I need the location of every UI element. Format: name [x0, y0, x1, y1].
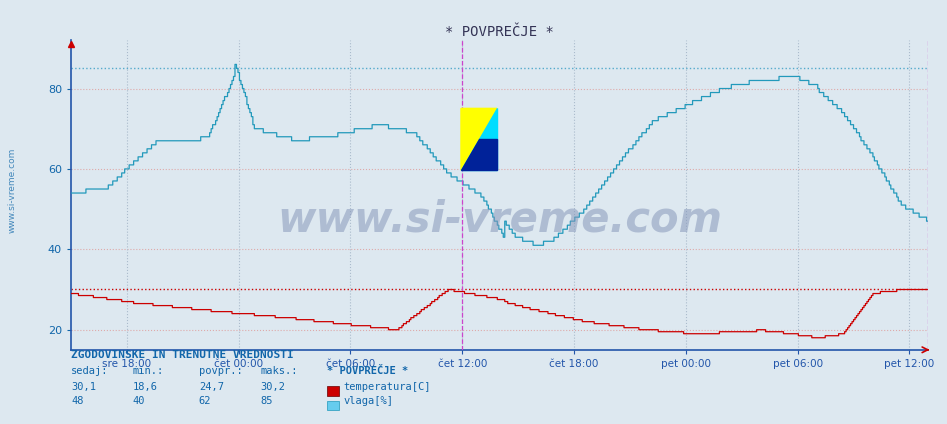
Text: 85: 85	[260, 396, 273, 406]
Text: sedaj:: sedaj:	[71, 366, 109, 377]
Polygon shape	[461, 109, 497, 170]
Text: 30,1: 30,1	[71, 382, 96, 392]
Title: * POVPREČJE *: * POVPREČJE *	[445, 25, 554, 39]
Text: 40: 40	[133, 396, 145, 406]
Text: 18,6: 18,6	[133, 382, 157, 392]
Text: * POVPREČJE *: * POVPREČJE *	[327, 366, 408, 377]
Text: temperatura[C]: temperatura[C]	[344, 382, 431, 392]
Polygon shape	[461, 109, 497, 170]
Text: ZGODOVINSKE IN TRENUTNE VREDNOSTI: ZGODOVINSKE IN TRENUTNE VREDNOSTI	[71, 350, 294, 360]
Text: 24,7: 24,7	[199, 382, 223, 392]
Text: maks.:: maks.:	[260, 366, 298, 377]
Polygon shape	[461, 139, 497, 170]
Text: min.:: min.:	[133, 366, 164, 377]
Text: www.si-vreme.com: www.si-vreme.com	[277, 199, 722, 241]
Text: 62: 62	[199, 396, 211, 406]
Text: povpr.:: povpr.:	[199, 366, 242, 377]
Text: vlaga[%]: vlaga[%]	[344, 396, 394, 406]
Text: 30,2: 30,2	[260, 382, 285, 392]
Text: 48: 48	[71, 396, 83, 406]
Text: www.si-vreme.com: www.si-vreme.com	[8, 148, 17, 234]
